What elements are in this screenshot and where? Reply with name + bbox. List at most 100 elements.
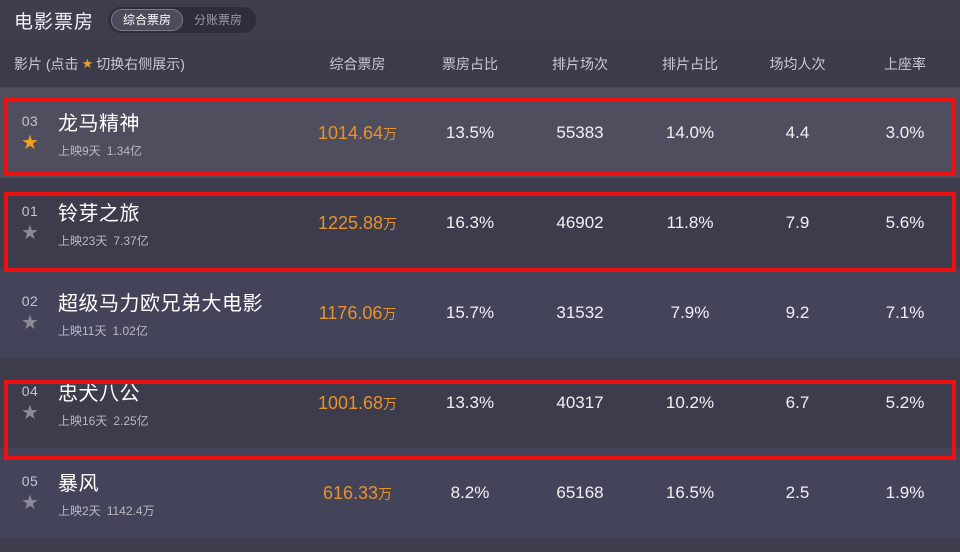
column-header-session-share[interactable]: 排片占比 xyxy=(662,55,718,72)
table-row[interactable]: 01 ★ 铃芽之旅上映23天 7.37亿 1225.88万 16.3% 46902 11.8%… xyxy=(0,178,960,268)
movie-cell: 04 ★ 忠犬八公上映16天 2.25亿 xyxy=(0,377,300,429)
movie-title[interactable]: 忠犬八公 xyxy=(58,383,140,405)
star-outline-icon[interactable]: ★ xyxy=(21,222,39,244)
movie-cell: 03 ★ 龙马精神上映9天 1.34亿 xyxy=(0,107,300,159)
box-office-unit: 万 xyxy=(383,395,398,412)
movie-title[interactable]: 龙马精神 xyxy=(58,113,140,135)
tab-split-boxoffice[interactable]: 分账票房 xyxy=(183,10,253,30)
table-row[interactable]: 03 ★ 龙马精神 上映9天 1.34亿 1014.64万 13.5% 55383 14.0% 4… xyxy=(0,88,960,178)
sessions-value: 65168 xyxy=(556,483,604,502)
movie-subtitle: 上映11天 1.02亿 xyxy=(58,322,263,339)
movie-subtitle: 上映16天 2.25亿 xyxy=(58,412,149,429)
release-days: 上映23天 xyxy=(58,234,108,248)
movie-subtitle: 上映2天 1142.4万 xyxy=(58,502,155,519)
table-body: 03 ★ 龙马精神 上映9天 1.34亿 1014.64万 13.5% 55383 14.0% 4… xyxy=(0,88,960,538)
rank-column: 04 ★ xyxy=(10,383,50,423)
cumulative-total: 2.25亿 xyxy=(113,414,149,428)
column-header-sessions[interactable]: 排片场次 xyxy=(552,55,608,72)
release-days: 上映11天 xyxy=(58,324,107,338)
session-share-value: 16.5% xyxy=(665,483,715,502)
sessions-value: 31532 xyxy=(556,303,604,322)
box-share-value: 13.3% xyxy=(445,393,495,412)
box-office-unit: 万 xyxy=(383,125,398,142)
box-office-value: 1225.88万 xyxy=(300,213,415,234)
movie-subtitle: 上映23天 7.37亿 xyxy=(58,232,149,249)
movie-info: 铃芽之旅上映23天 7.37亿 xyxy=(58,197,149,249)
box-office-number: 1225.88 xyxy=(317,212,384,233)
movie-subtitle: 上映9天 1.34亿 xyxy=(58,142,142,159)
star-outline-icon[interactable]: ★ xyxy=(21,402,39,424)
avg-attendance-value: 7.9 xyxy=(785,213,810,232)
avg-attendance-value: 9.2 xyxy=(785,303,810,322)
cumulative-total: 1.02亿 xyxy=(112,324,148,338)
boxoffice-type-toggle: 综合票房 分账票房 xyxy=(108,7,257,33)
rank-column: 01 ★ xyxy=(10,203,50,243)
column-header-movie-prefix: 影片 (点击 xyxy=(14,55,79,72)
box-office-number: 616.33 xyxy=(322,482,379,503)
column-header-seat-rate[interactable]: 上座率 xyxy=(884,55,926,72)
star-filled-icon[interactable]: ★ xyxy=(21,132,39,154)
tab-comprehensive-boxoffice[interactable]: 综合票房 xyxy=(111,9,184,31)
rank-number: 03 xyxy=(21,113,39,129)
box-office-value: 616.33万 xyxy=(300,483,415,504)
star-icon: ★ xyxy=(81,56,94,71)
box-office-number: 1014.64 xyxy=(317,122,384,143)
movie-info: 忠犬八公上映16天 2.25亿 xyxy=(58,377,149,429)
movie-title[interactable]: 铃芽之旅 xyxy=(58,203,140,225)
release-days: 上映9天 xyxy=(58,144,101,158)
box-office-value: 1014.64万 xyxy=(300,123,415,144)
table-header-row: 影片 (点击 ★ 切换右侧展示) 综合票房 票房占比 排片场次 排片占比 场均人… xyxy=(0,40,960,88)
box-office-unit: 万 xyxy=(378,485,393,502)
movie-info: 暴风上映2天 1142.4万 xyxy=(58,467,155,519)
table-row[interactable]: 05 ★ 暴风 上映2天 1142.4万 616.33万 8.2% 65168 16.5% 2.5… xyxy=(0,448,960,538)
sessions-value: 40317 xyxy=(556,393,604,412)
table-row[interactable]: 04 ★ 忠犬八公上映16天 2.25亿 1001.68万 13.3% 40317 10.2%… xyxy=(0,358,960,448)
column-header-movie-suffix: 切换右侧展示) xyxy=(96,55,185,72)
box-share-value: 16.3% xyxy=(445,213,495,232)
release-days: 上映2天 xyxy=(58,504,101,518)
column-header-avg-attendance[interactable]: 场均人次 xyxy=(769,55,826,72)
session-share-value: 14.0% xyxy=(665,123,715,142)
star-outline-icon[interactable]: ★ xyxy=(21,312,39,334)
movie-info: 龙马精神上映9天 1.34亿 xyxy=(58,107,142,159)
session-share-value: 11.8% xyxy=(666,213,714,232)
movie-title[interactable]: 超级马力欧兄弟大电影 xyxy=(58,293,263,315)
column-header-box-share[interactable]: 票房占比 xyxy=(442,55,498,72)
column-header-movie: 影片 (点击 ★ 切换右侧展示) xyxy=(0,54,300,74)
rank-number: 04 xyxy=(21,383,39,399)
rank-column: 03 ★ xyxy=(10,113,50,153)
movie-cell: 01 ★ 铃芽之旅上映23天 7.37亿 xyxy=(0,197,300,249)
box-share-value: 8.2% xyxy=(450,483,490,502)
page-title: 电影票房 xyxy=(14,11,95,33)
session-share-value: 10.2% xyxy=(665,393,715,412)
box-share-value: 15.7% xyxy=(445,303,495,322)
box-office-number: 1176.06 xyxy=(318,302,383,323)
rank-number: 02 xyxy=(21,293,39,309)
seat-rate-value: 7.1% xyxy=(885,303,925,322)
sessions-value: 46902 xyxy=(556,213,604,232)
seat-rate-value: 5.2% xyxy=(885,393,925,412)
movie-cell: 05 ★ 暴风上映2天 1142.4万 xyxy=(0,467,300,519)
box-office-value: 1001.68万 xyxy=(300,393,415,414)
seat-rate-value: 3.0% xyxy=(885,123,925,142)
movie-info: 超级马力欧兄弟大电影上映11天 1.02亿 xyxy=(58,287,263,339)
table-row[interactable]: 02 ★ 超级马力欧兄弟大电影上映11天 1.02亿 1176.06万 15.7% 3153… xyxy=(0,268,960,358)
top-bar: 电影票房 综合票房 分账票房 xyxy=(0,0,960,40)
rank-column: 05 ★ xyxy=(10,473,50,513)
movie-title[interactable]: 暴风 xyxy=(58,473,99,495)
release-days: 上映16天 xyxy=(58,414,108,428)
rank-number: 05 xyxy=(21,473,39,489)
column-header-box-office[interactable]: 综合票房 xyxy=(329,55,386,72)
rank-column: 02 ★ xyxy=(10,293,50,333)
cumulative-total: 1142.4万 xyxy=(106,504,155,518)
cumulative-total: 1.34亿 xyxy=(106,144,143,158)
box-office-unit: 万 xyxy=(382,305,397,322)
star-outline-icon[interactable]: ★ xyxy=(21,492,39,514)
session-share-value: 7.9% xyxy=(670,303,710,322)
rank-number: 01 xyxy=(21,203,39,219)
box-office-value: 1176.06万 xyxy=(300,303,415,324)
seat-rate-value: 1.9% xyxy=(885,483,925,502)
box-office-number: 1001.68 xyxy=(317,392,384,413)
box-office-unit: 万 xyxy=(383,215,398,232)
